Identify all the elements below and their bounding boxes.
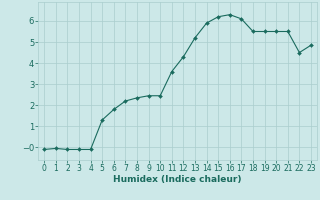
- X-axis label: Humidex (Indice chaleur): Humidex (Indice chaleur): [113, 175, 242, 184]
